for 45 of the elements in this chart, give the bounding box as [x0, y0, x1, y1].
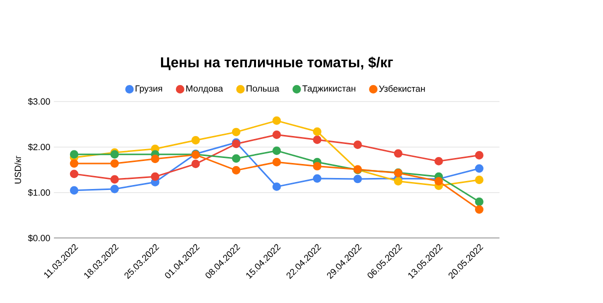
point	[272, 182, 281, 191]
point	[353, 174, 362, 184]
point	[232, 128, 240, 136]
point	[150, 154, 160, 163]
legend-label: Польша	[246, 85, 280, 92]
point	[474, 205, 484, 214]
point	[474, 175, 484, 184]
point	[70, 186, 78, 194]
point	[70, 150, 78, 158]
y-tick-label: $3.00	[28, 98, 50, 105]
point	[474, 150, 484, 160]
legend-label: Узбекистан	[379, 85, 425, 92]
point	[312, 135, 322, 144]
point	[272, 116, 281, 125]
point	[232, 166, 240, 174]
y-tick-label: $1.00	[28, 188, 50, 196]
point	[312, 162, 322, 170]
y-tick-label: $2.00	[28, 143, 50, 151]
point	[474, 164, 484, 173]
point	[272, 158, 281, 166]
point	[232, 154, 240, 163]
legend-label: Молдова	[186, 85, 224, 94]
point	[150, 172, 160, 181]
point	[474, 197, 484, 206]
legend-label: Таджикистан	[302, 85, 356, 94]
point	[312, 127, 322, 136]
point	[70, 159, 78, 168]
point	[434, 156, 443, 166]
y-tick-label: $0.00	[28, 234, 50, 242]
point	[191, 160, 200, 168]
point	[394, 149, 402, 158]
point	[70, 170, 78, 178]
point	[191, 136, 200, 144]
y-axis-title: USD/кг	[14, 156, 22, 184]
point	[272, 130, 281, 139]
point	[312, 174, 322, 183]
point	[394, 176, 402, 186]
point	[434, 176, 443, 186]
point	[272, 146, 281, 155]
point	[353, 140, 362, 149]
point	[110, 159, 119, 168]
point	[110, 174, 119, 184]
legend-label: Грузия	[136, 85, 162, 94]
point	[110, 184, 119, 194]
chart-title: Цены на тепличные томаты, $/кг	[161, 56, 393, 70]
